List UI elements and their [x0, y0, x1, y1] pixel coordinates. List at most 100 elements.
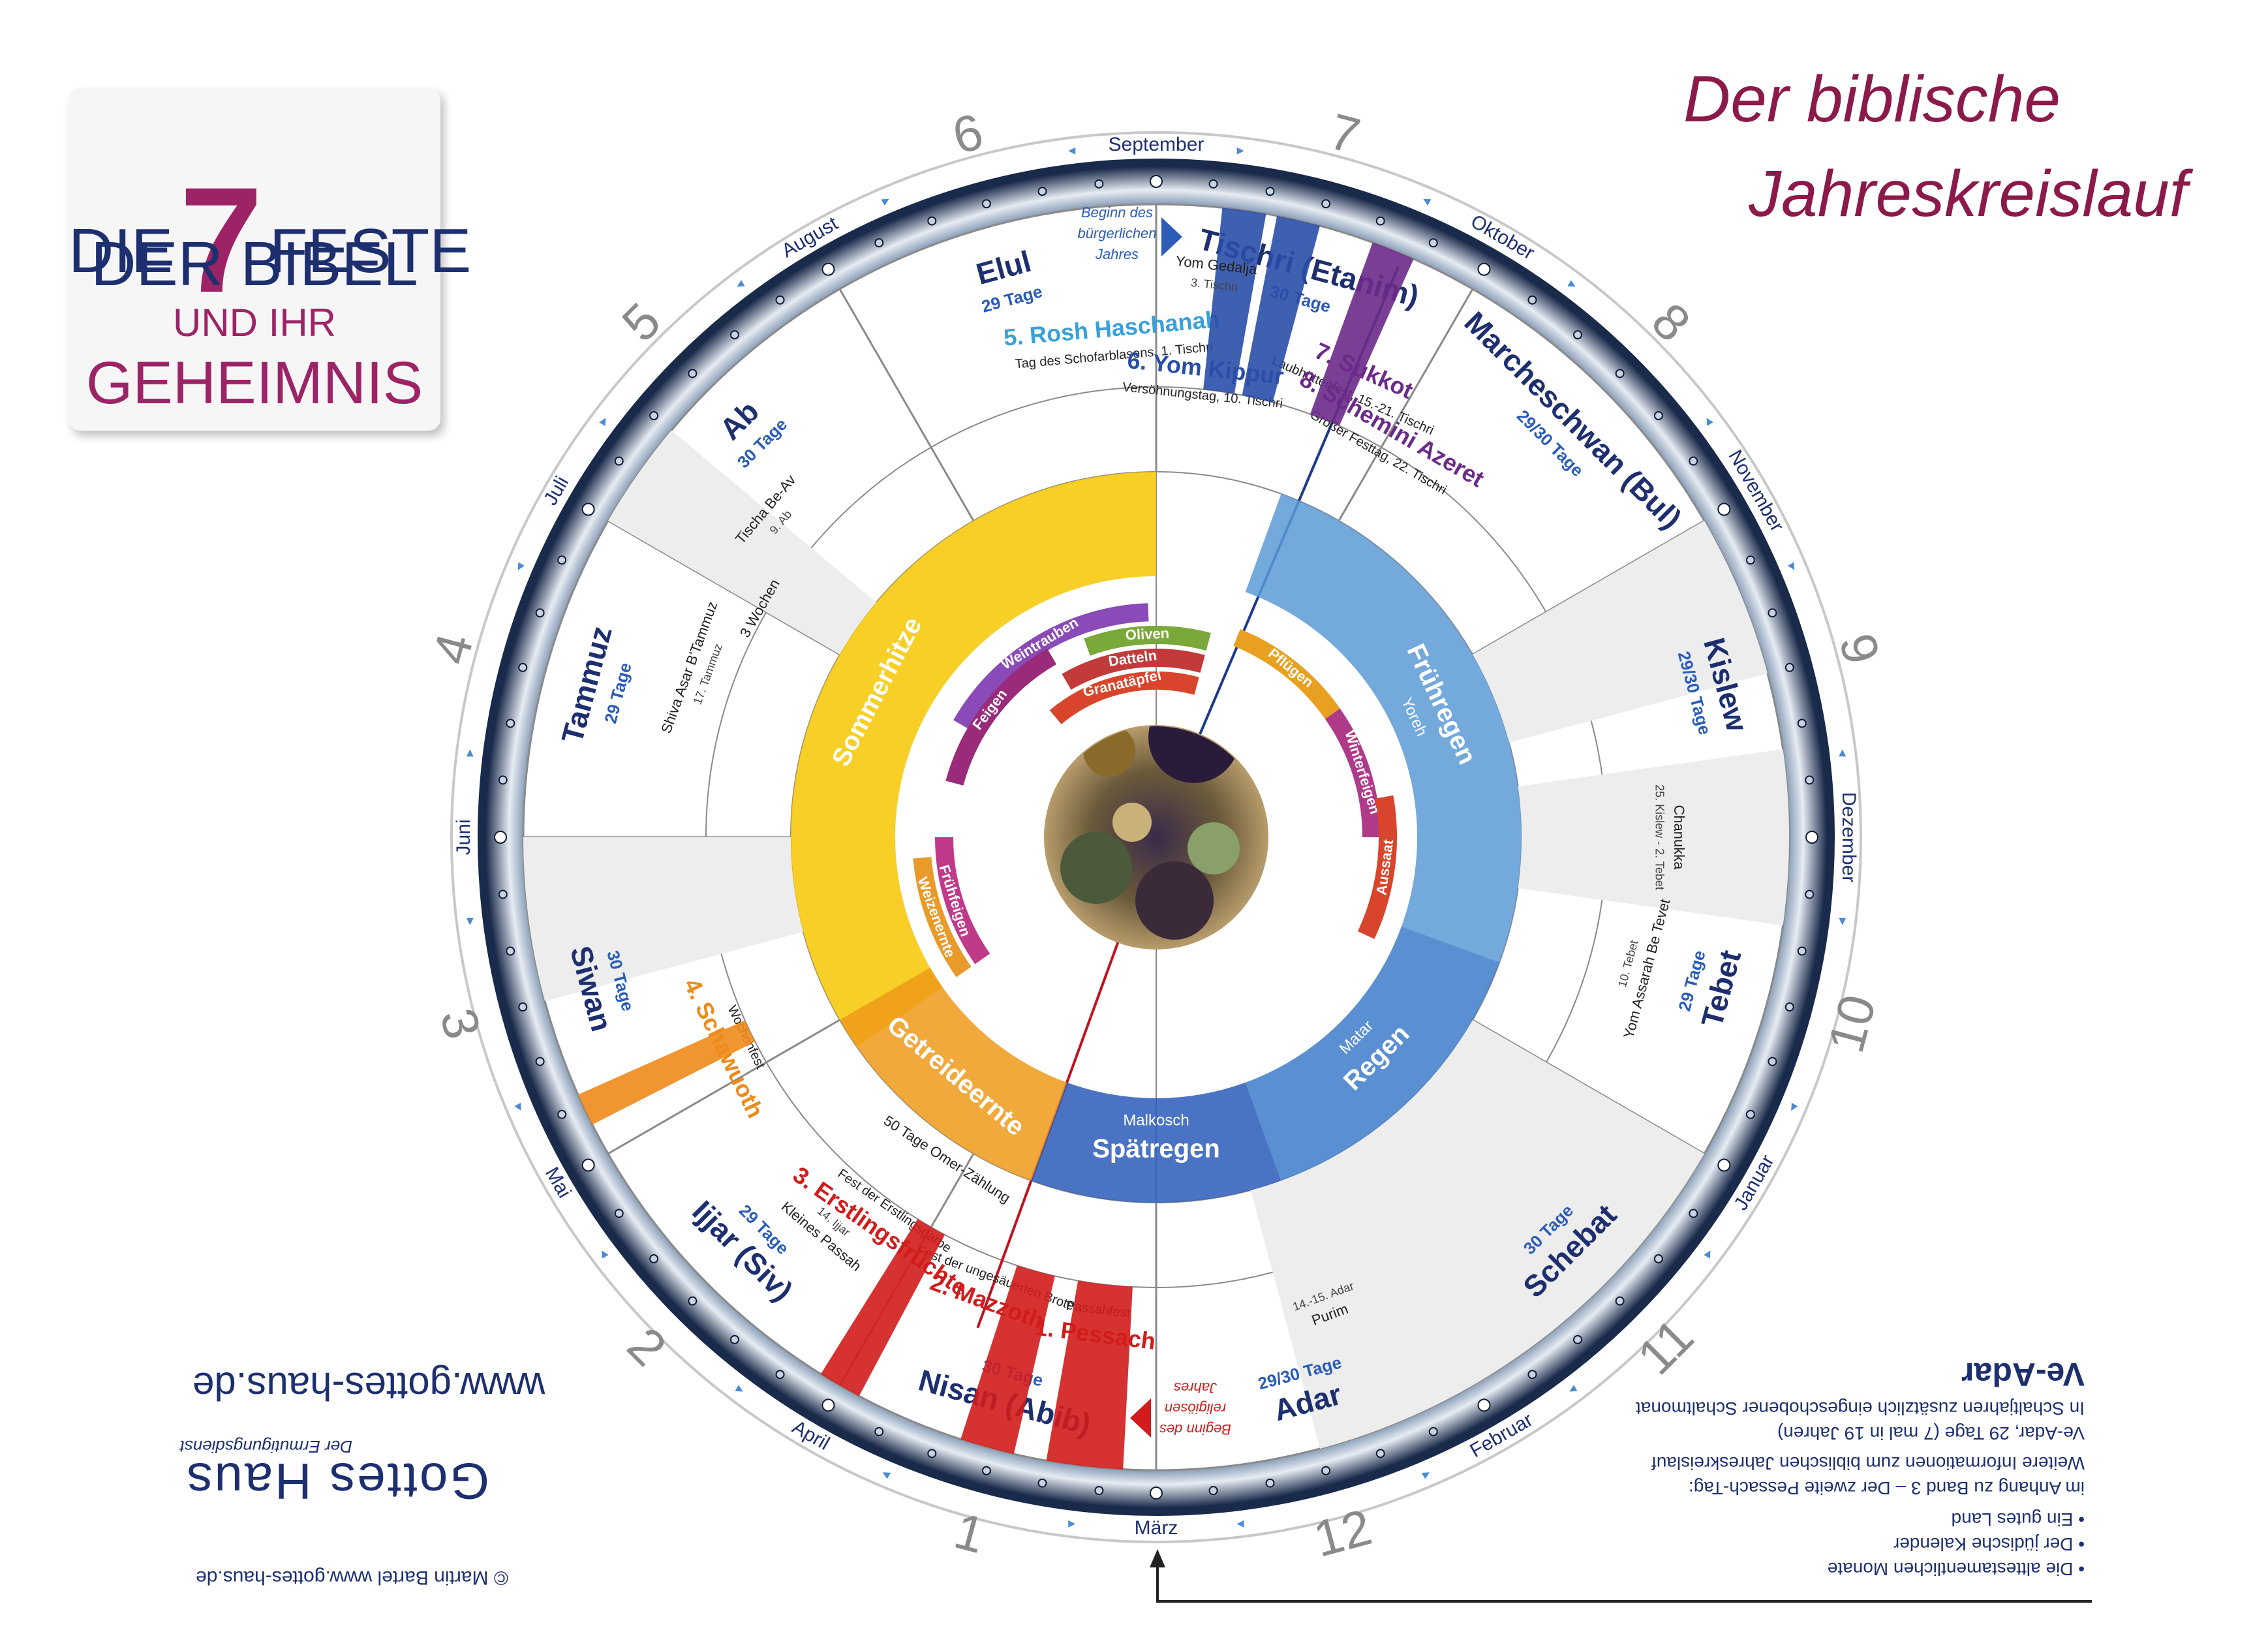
gregorian-arrow-icon: ◂	[461, 918, 478, 925]
logo-line-3: UND IHR	[173, 301, 336, 345]
feast-bar	[1310, 242, 1414, 426]
ring-dot	[1745, 1109, 1755, 1119]
ring-dot	[614, 1209, 624, 1218]
ring-dot	[1745, 555, 1755, 565]
ring-dot	[557, 1109, 567, 1119]
ring-dot	[688, 369, 697, 378]
ring-dots	[494, 175, 1818, 1500]
ring-dot	[649, 1254, 659, 1264]
ring-dot	[927, 1449, 937, 1458]
ring-dot	[581, 1158, 595, 1172]
ring-dot	[821, 1398, 835, 1412]
tischri-start-label: bürgerlichen	[1077, 225, 1156, 241]
nisan-start-label: Beginn des	[1159, 1421, 1231, 1438]
ring-dot	[1805, 775, 1815, 785]
ring-dot	[1768, 1056, 1777, 1066]
ring-dot	[1573, 1334, 1583, 1344]
website-link[interactable]: www.gottes-haus.de	[192, 1364, 545, 1408]
copyright: © Martin Bartel www.gottes-haus.de	[196, 1567, 508, 1588]
gottes-haus-logo: Gottes Haus Der Ermutigungsdienst	[150, 1436, 535, 1534]
feast-bar	[960, 1265, 1055, 1455]
ring-dot	[1717, 1158, 1731, 1172]
page-title-line-2: Jahreskreislauf	[1749, 157, 2188, 230]
ring-dot	[1477, 1398, 1491, 1412]
outer-number: 7	[1324, 102, 1366, 165]
nisan-start-label: religiösen	[1165, 1400, 1226, 1417]
harvest-band	[1358, 795, 1397, 939]
outer-number: 6	[947, 102, 989, 165]
ring-dot	[649, 410, 659, 420]
feast-bar	[1046, 1280, 1133, 1470]
ring-dot	[927, 216, 937, 226]
shaded-section-3	[1250, 1020, 1705, 1449]
ring-dot	[1797, 946, 1807, 956]
ring-dot	[494, 831, 507, 844]
month-divider-9	[607, 1019, 840, 1155]
ring-dot	[874, 238, 884, 248]
harvest-band	[1084, 626, 1211, 656]
feast-bar	[577, 1020, 756, 1125]
ring-dot	[518, 1002, 528, 1012]
logo-line-1: DIE7 FESTE	[69, 156, 472, 324]
ring-dot	[1428, 1426, 1438, 1436]
ring-dot	[1785, 1002, 1794, 1012]
ring-dot	[581, 502, 595, 516]
gregorian-month-label: März	[1135, 1517, 1178, 1539]
gregorian-month-label: Dezember	[1838, 792, 1860, 882]
ring-dot	[1615, 1296, 1625, 1306]
season-arcs: Sommerhitze FrühregenYorehRegenMatarSpätr…	[791, 472, 1522, 1203]
ring-dot	[1805, 831, 1818, 844]
gregorian-month-label: Juni	[453, 819, 474, 855]
logo-line-2: DER BIBEL	[91, 229, 418, 299]
ring-dot	[1573, 330, 1583, 340]
ring-dot	[1477, 262, 1491, 276]
month-divider-12	[838, 288, 975, 521]
ring-dot	[506, 946, 515, 956]
ring-dot	[1321, 1466, 1331, 1475]
page-title-line-1: Der biblische	[1683, 63, 2061, 136]
ring-dot	[1375, 1449, 1385, 1458]
gregorian-arrow-icon: ◂	[1068, 142, 1075, 159]
year-start-arrows: Beginn des bürgerlichen Jahres Beginn des re…	[1077, 204, 1231, 1438]
harvest-band	[945, 648, 1057, 786]
event-date: 25. Kislew - 2. Tebet	[1653, 784, 1666, 890]
ring-dot	[1094, 179, 1104, 189]
tischri-start-label: Beginn des	[1081, 204, 1153, 221]
ring-dot	[1653, 410, 1663, 420]
harvest-band	[1049, 671, 1199, 724]
ring-dot	[535, 1056, 545, 1066]
ring-dot	[1037, 187, 1047, 196]
ring-dot	[821, 262, 835, 276]
feast-bar	[820, 1219, 945, 1396]
harvest-band	[1325, 708, 1381, 838]
nisan-start-label: Jahres	[1174, 1380, 1218, 1396]
ring-dot	[729, 1334, 739, 1344]
ring-dot	[1717, 502, 1731, 516]
shaded-section-1	[1472, 521, 1768, 743]
shaded-section-4	[523, 837, 804, 1002]
ring-dot	[1805, 889, 1815, 899]
season-arc	[1031, 1082, 1281, 1203]
ring-dot	[1768, 608, 1777, 618]
ring-dot	[1037, 1478, 1047, 1488]
season-arc	[840, 968, 1067, 1181]
ring-dot	[775, 1370, 785, 1380]
gregorian-month-label: September	[1109, 134, 1204, 155]
ring-dot	[1689, 456, 1698, 466]
feast-bar	[1242, 215, 1321, 403]
month-divider-2	[1338, 288, 1474, 521]
ring-dot	[498, 775, 508, 785]
gregorian-arrow-icon: ▸	[1068, 1515, 1075, 1532]
tischri-start-label: Jahres	[1095, 246, 1139, 262]
gregorian-arrow-icon: ◂	[1237, 1515, 1244, 1532]
logo-line-4: GEHEIMNIS	[85, 350, 423, 416]
ve-adar-pointer	[1150, 1549, 2092, 1603]
shaded-section-2	[1518, 749, 1790, 925]
ring-dot	[1321, 199, 1331, 209]
outer-number: 4	[421, 628, 484, 670]
ring-dot	[688, 1296, 697, 1306]
season-arc	[791, 472, 1156, 1047]
ring-dot	[506, 718, 515, 728]
harvest-band	[1062, 649, 1205, 690]
season-arc	[1245, 926, 1500, 1181]
